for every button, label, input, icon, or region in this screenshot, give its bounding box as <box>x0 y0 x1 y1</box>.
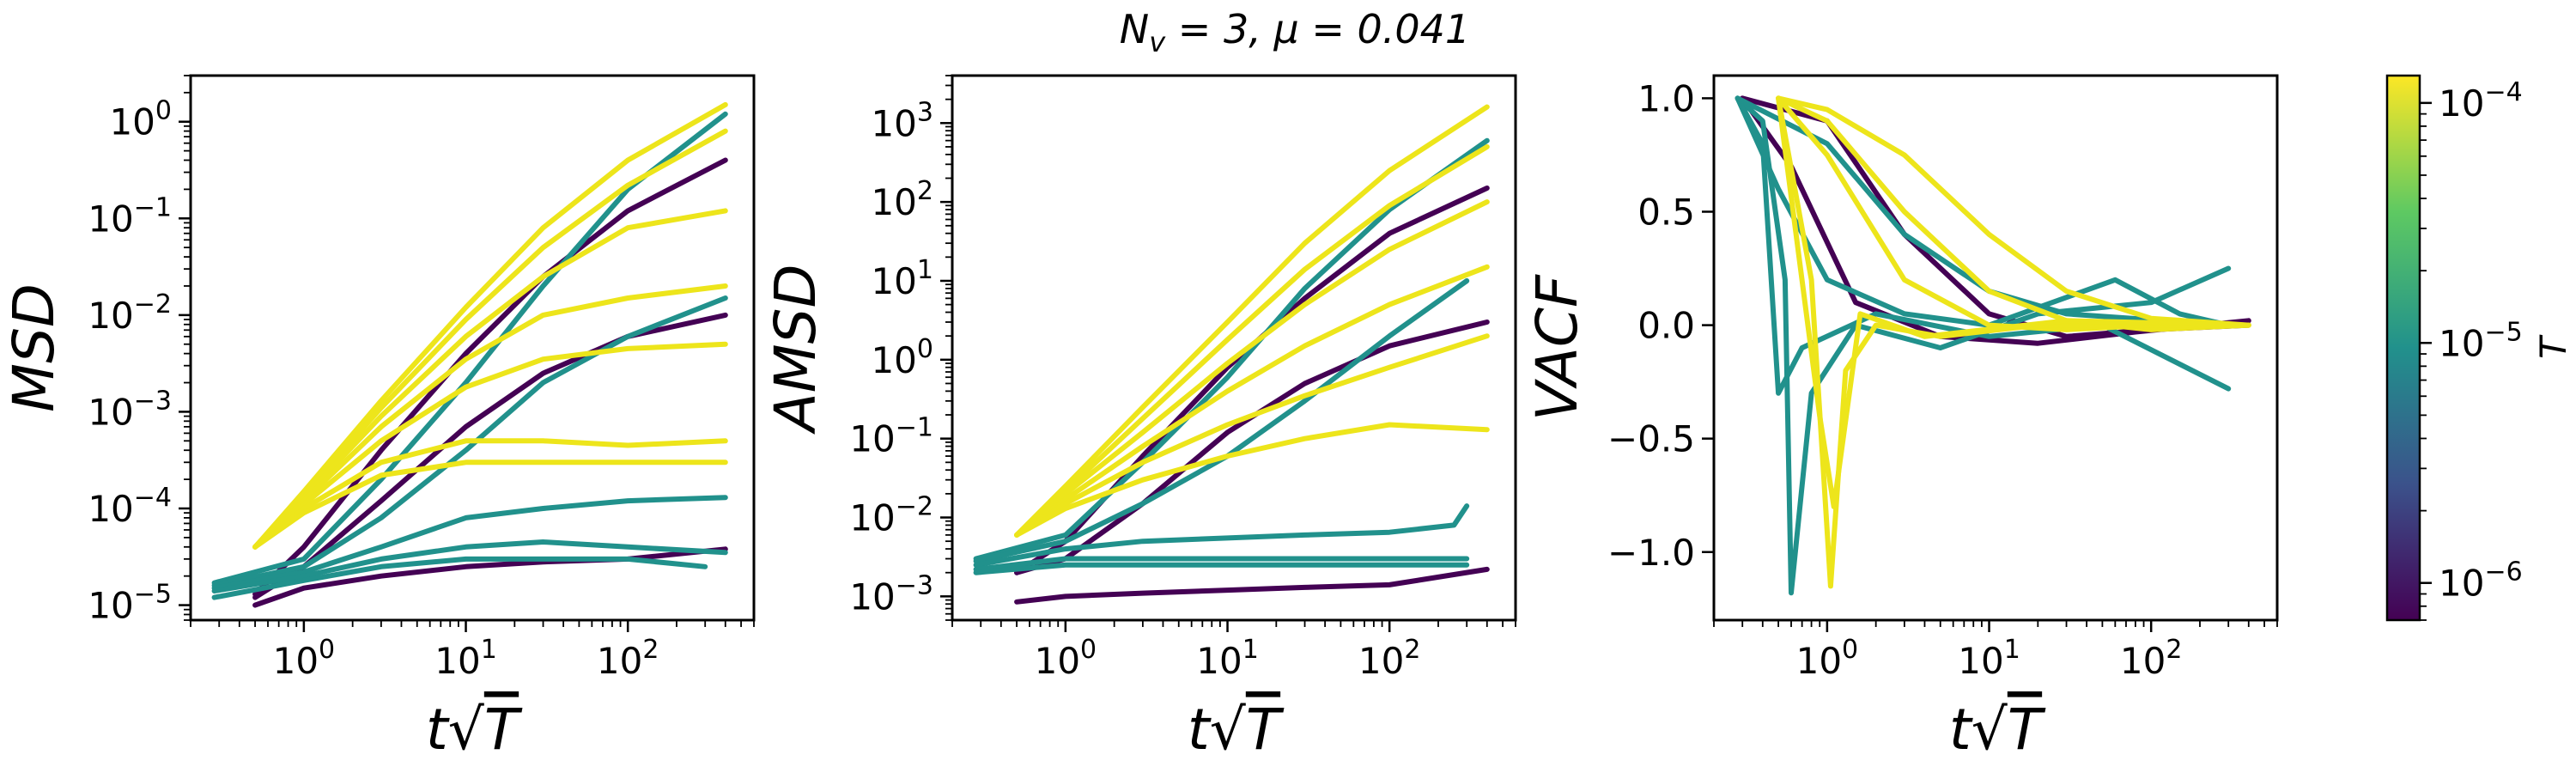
msd-panel: 100 101 102 10−5 10−4 10−3 10−2 10−1 100 t√T MSD <box>1 74 756 763</box>
curves-group <box>211 101 728 608</box>
colorbar-gradient <box>2385 74 2421 622</box>
y-tick-label: 0.0 <box>1637 305 1695 347</box>
series-line-5 <box>252 438 728 550</box>
colorbar-tick-label: 10−4 <box>2439 77 2523 125</box>
series-line-9 <box>1740 95 2251 339</box>
series-line-3 <box>1014 264 1490 538</box>
series-line-8 <box>973 503 1470 568</box>
series-line-10 <box>973 562 1470 575</box>
x-tick-label: 101 <box>1958 635 2020 682</box>
x-tick-label: 102 <box>597 635 659 682</box>
series-line-4 <box>252 341 728 550</box>
series-line-10 <box>1740 95 2251 346</box>
y-tick-label: 1.0 <box>1637 77 1695 119</box>
colorbar-tick-label: 10−5 <box>2439 317 2523 364</box>
y-tick-label: 10−1 <box>88 192 172 240</box>
series-line-3 <box>252 283 728 550</box>
x-tick-label: 102 <box>1358 635 1421 682</box>
series-line-0 <box>1014 104 1490 538</box>
series-line-10 <box>211 539 728 594</box>
vacf-panel: 100 101 102 −1.0 −0.5 0.0 0.5 1.0 t√T VACF <box>1524 74 2279 763</box>
series-line-6 <box>252 460 728 550</box>
series-line-14 <box>252 157 728 597</box>
plot-frame <box>1712 74 2279 622</box>
x-axis-label: t√T <box>1949 697 2046 763</box>
x-axis-label: t√T <box>1188 697 1285 763</box>
colorbar-label: T <box>2532 334 2574 359</box>
y-tick-label: 100 <box>109 96 172 143</box>
series-line-11 <box>211 556 708 600</box>
x-axis-label: t√T <box>426 697 523 763</box>
series-line-7 <box>1735 95 2232 328</box>
y-tick-label: 10−1 <box>849 413 933 460</box>
y-tick-label: 10−3 <box>849 570 933 618</box>
y-axis-label: MSD <box>1 283 67 412</box>
x-tick-label: 100 <box>1035 635 1097 682</box>
series-line-6 <box>973 137 1490 562</box>
y-tick-label: 10−2 <box>88 289 172 337</box>
series-line-5 <box>1014 422 1490 538</box>
colorbar-tick-label: 10−6 <box>2439 557 2523 605</box>
y-tick-label: −0.5 <box>1607 418 1695 460</box>
y-tick-label: 10−3 <box>88 386 172 433</box>
y-axis-label: VACF <box>1524 274 1590 421</box>
series-line-1 <box>1776 95 2251 332</box>
y-tick-label: 102 <box>871 176 933 223</box>
series-line-11 <box>1014 566 1490 605</box>
series-line-8 <box>211 295 728 588</box>
curves-group <box>973 104 1490 605</box>
series-line-7 <box>211 111 728 586</box>
y-tick-label: 10−5 <box>88 580 172 627</box>
series-line-2 <box>1014 199 1490 538</box>
y-tick-label: 100 <box>871 334 933 381</box>
series-line-2 <box>1776 95 2251 332</box>
series-line-9 <box>211 495 728 591</box>
series-line-0 <box>1776 95 2251 328</box>
x-tick-label: 100 <box>273 635 336 682</box>
plot-frame <box>189 74 756 622</box>
series-line-4 <box>1776 95 2251 509</box>
amsd-panel: 100 101 102 10−3 10−2 10−1 100 101 102 103 t√T AMSD <box>762 74 1517 763</box>
y-tick-label: 101 <box>871 255 933 302</box>
series-line-4 <box>1014 333 1490 538</box>
series-line-5 <box>1735 95 2232 596</box>
curves-group <box>1735 95 2251 596</box>
plot-frame <box>951 74 1517 622</box>
x-tick-label: 102 <box>2120 635 2183 682</box>
suptitle: Nv = 3, μ = 0.041 <box>1120 6 1470 58</box>
y-tick-label: 0.5 <box>1637 192 1695 234</box>
x-tick-label: 101 <box>1196 635 1259 682</box>
series-line-9 <box>973 556 1470 572</box>
y-tick-label: −1.0 <box>1607 532 1695 574</box>
y-tick-label: 103 <box>871 97 933 144</box>
y-axis-label: AMSD <box>762 265 829 435</box>
y-tick-label: 10−4 <box>88 483 172 530</box>
x-tick-label: 100 <box>1796 635 1859 682</box>
x-tick-label: 101 <box>434 635 497 682</box>
colorbar: 10−6 10−5 10−4 T <box>2385 74 2574 622</box>
y-tick-label: 10−2 <box>849 492 933 539</box>
